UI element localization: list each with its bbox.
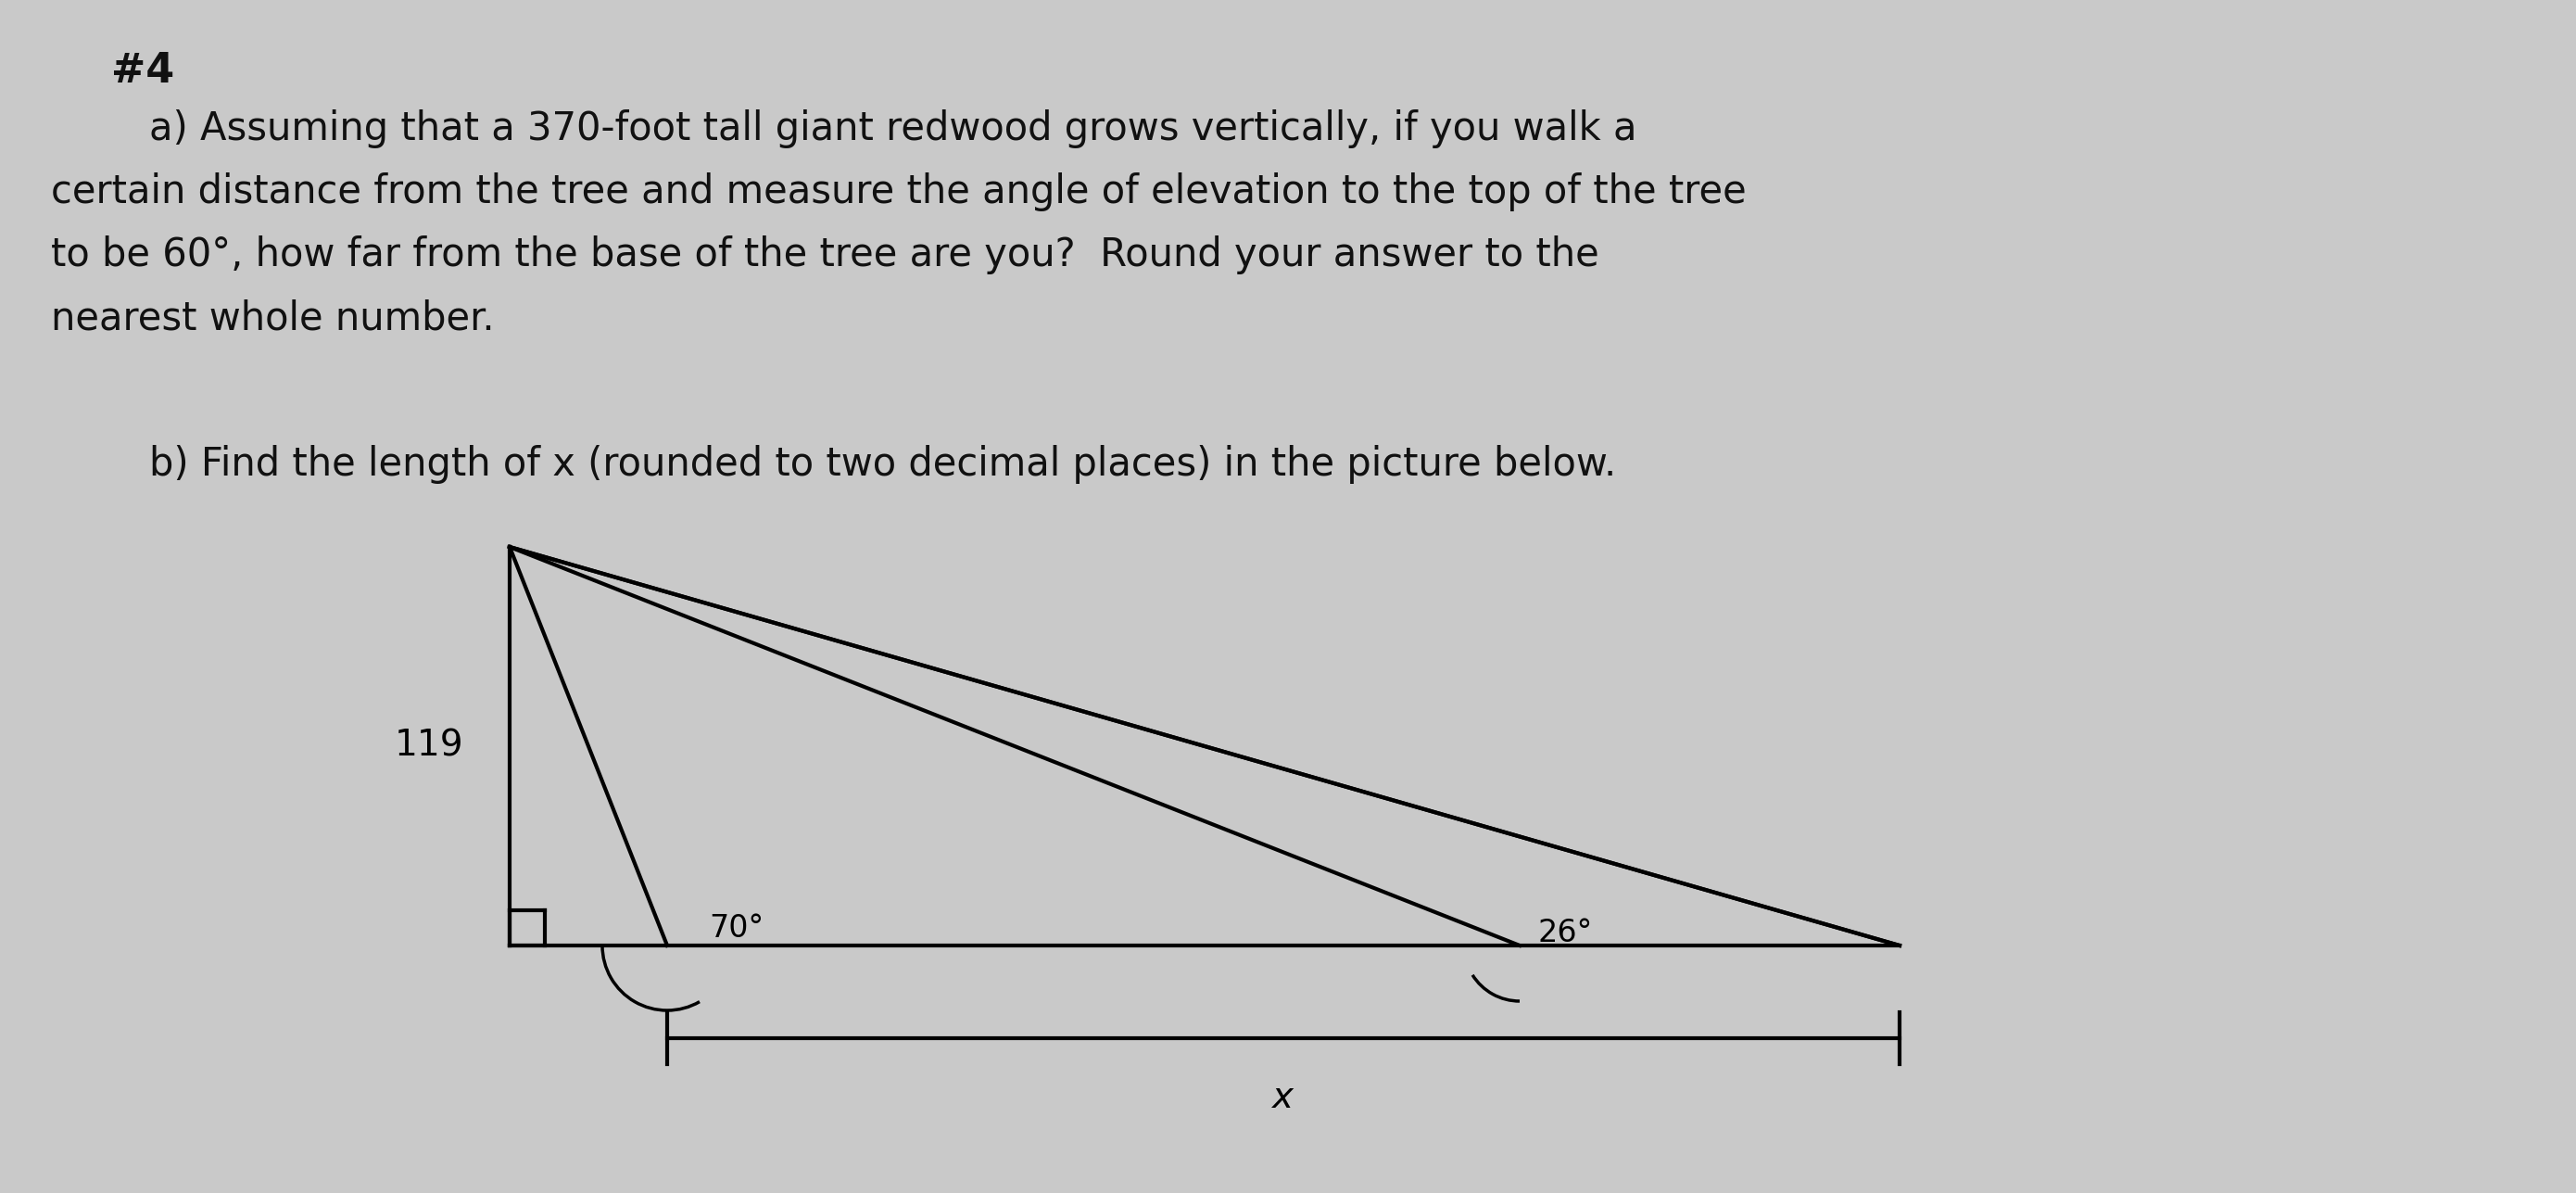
Text: to be 60°, how far from the base of the tree are you?  Round your answer to the: to be 60°, how far from the base of the …	[52, 235, 1600, 274]
Text: a) Assuming that a 370-foot tall giant redwood grows vertically, if you walk a: a) Assuming that a 370-foot tall giant r…	[52, 110, 1636, 148]
Text: nearest whole number.: nearest whole number.	[52, 298, 495, 338]
Text: b) Find the length of x (rounded to two decimal places) in the picture below.: b) Find the length of x (rounded to two …	[52, 445, 1615, 484]
Text: 119: 119	[394, 729, 464, 764]
Text: 26°: 26°	[1538, 917, 1592, 948]
Text: x: x	[1273, 1080, 1293, 1115]
Text: #4: #4	[111, 51, 175, 91]
Text: certain distance from the tree and measure the angle of elevation to the top of : certain distance from the tree and measu…	[52, 173, 1747, 211]
Text: 70°: 70°	[708, 913, 762, 944]
